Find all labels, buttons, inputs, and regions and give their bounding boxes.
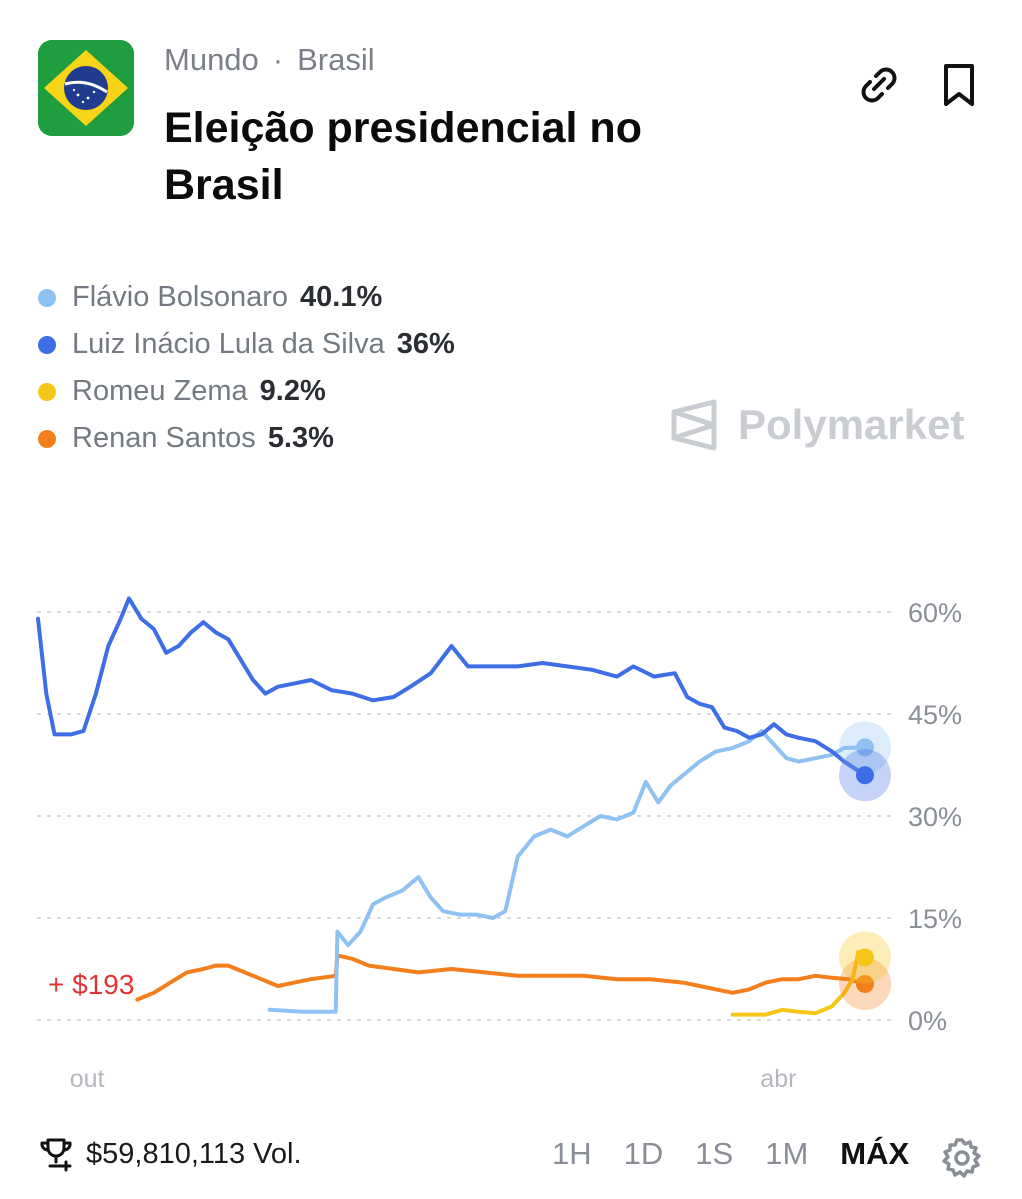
legend-dot [38,382,56,401]
time-range-selector: 1H 1D 1S 1M MÁX [552,1136,941,1172]
range-1s[interactable]: 1S [695,1136,734,1171]
bookmark-button[interactable] [932,58,986,112]
legend-name: Renan Santos [72,422,256,454]
series-line [36,596,867,778]
series-lines [36,596,867,1017]
volume-info: $59,810,113 Vol. [38,1136,302,1172]
breadcrumb-item-brasil[interactable]: Brasil [297,42,375,77]
y-tick-label: 30% [908,802,962,832]
range-max[interactable]: MÁX [840,1136,910,1171]
legend-item[interactable]: Luiz Inácio Lula da Silva 36% [38,321,455,368]
watermark-text: Polymarket [738,401,965,448]
x-axis: out abr [70,1065,797,1093]
series-line [135,953,867,1002]
link-icon [861,67,897,103]
copy-link-button[interactable] [852,58,906,112]
chart-legend: Flávio Bolsonaro 40.1% Luiz Inácio Lula … [38,274,455,462]
legend-value: 9.2% [259,375,326,407]
legend-value: 5.3% [267,422,334,454]
y-tick-label: 0% [908,1006,947,1036]
series-endpoints [839,721,891,1010]
legend-value: 40.1% [300,281,383,313]
x-tick-label: abr [760,1065,796,1093]
legend-item[interactable]: Romeu Zema 9.2% [38,368,455,415]
range-1h[interactable]: 1H [552,1136,592,1171]
gear-icon [942,1138,981,1178]
legend-dot [38,288,56,307]
legend-name: Romeu Zema [72,375,248,407]
y-tick-label: 45% [908,700,962,730]
breadcrumb-item-mundo[interactable]: Mundo [164,42,259,77]
polymarket-logo-icon [671,399,717,451]
profit-annotation: + $193 [48,969,134,1000]
series-end-dot [856,948,874,967]
x-tick-label: out [70,1065,105,1093]
series-line [267,729,867,1014]
legend-name: Luiz Inácio Lula da Silva [72,328,385,360]
polymarket-watermark: Polymarket [670,398,964,452]
legend-name: Flávio Bolsonaro [72,281,288,313]
series-line [730,950,867,1017]
legend-item[interactable]: Flávio Bolsonaro 40.1% [38,274,455,321]
bookmark-icon [944,64,974,106]
legend-dot [38,335,56,354]
chart-settings-button[interactable] [940,1136,984,1180]
range-1d[interactable]: 1D [623,1136,664,1171]
series-end-dot [856,738,874,757]
page-title: Eleição presidencial no Brasil [164,104,642,209]
y-tick-label: 15% [908,904,962,934]
y-axis: 60% 45% 30% 15% 0% [908,598,962,1036]
legend-item[interactable]: Renan Santos 5.3% [38,415,455,462]
legend-value: 36% [396,328,455,360]
range-1m[interactable]: 1M [765,1136,809,1171]
breadcrumb-separator: · [272,42,284,77]
grid [37,611,891,1021]
legend-dot [38,429,56,448]
volume-text: $59,810,113 Vol. [86,1137,302,1170]
series-end-dot [856,974,874,993]
series-end-dot [856,766,874,785]
price-history-chart[interactable]: 60% 45% 30% 15% 0% out abr + $193 [0,560,1022,1100]
brazil-flag-icon [38,40,134,136]
trophy-icon [40,1138,72,1172]
breadcrumb: Mundo · Brasil [164,42,375,78]
y-tick-label: 60% [908,598,962,628]
